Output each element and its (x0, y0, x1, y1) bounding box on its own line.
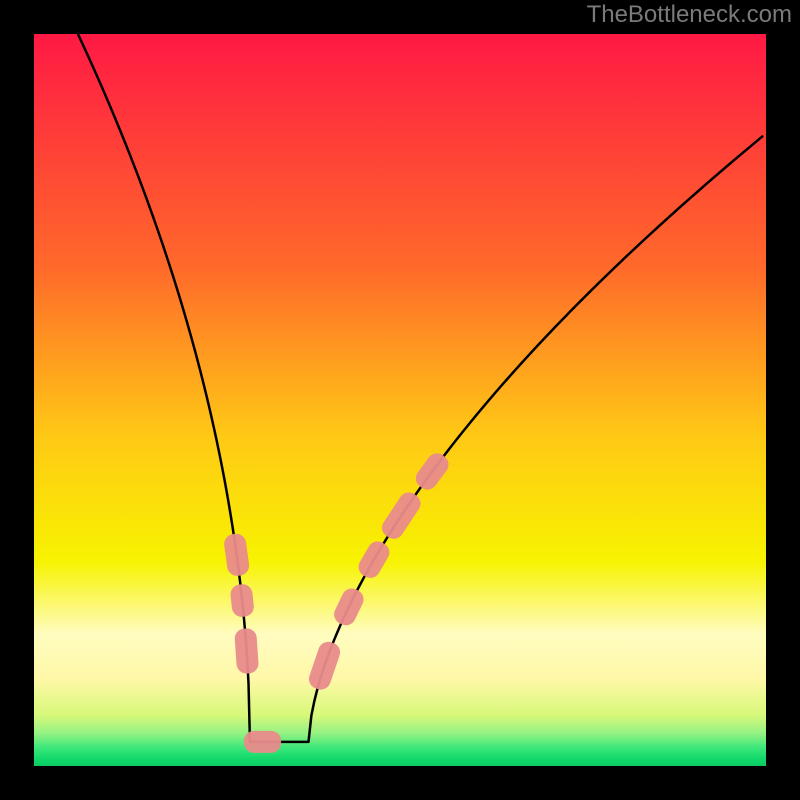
gradient-background (34, 34, 766, 766)
bead (244, 731, 281, 753)
plot-area (34, 34, 766, 766)
watermark-text: TheBottleneck.com (587, 1, 792, 29)
bead (234, 628, 259, 674)
bottleneck-chart (34, 34, 766, 766)
